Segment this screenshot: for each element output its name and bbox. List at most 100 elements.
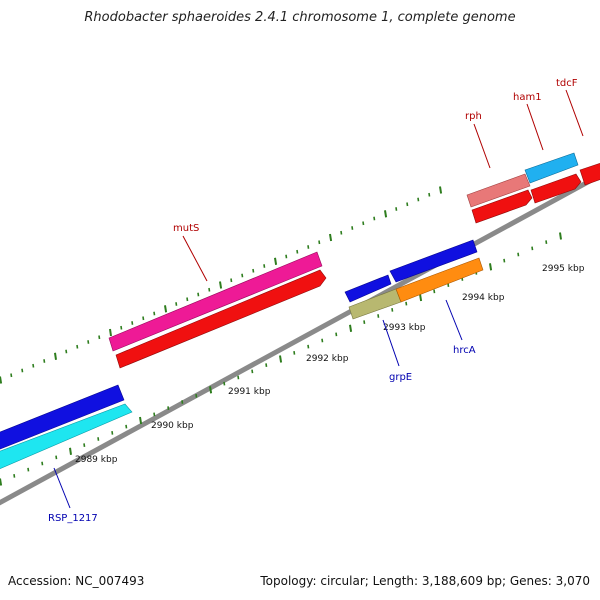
scale-tick [153,412,156,417]
scale-tick [406,202,409,207]
gene-hrca-arrow[interactable] [395,257,484,303]
scale-tick [175,302,178,306]
scale-tick [97,437,100,441]
scale-tick [559,232,562,240]
scale-tick [265,363,268,368]
scale-tick [195,393,198,398]
scale-tick [186,297,189,302]
scale-label-2992: 2992 kbp [306,354,349,364]
scale-tick [41,461,44,466]
scale-tick [0,478,3,486]
scale-tick [349,324,353,332]
scale-tick [503,258,506,263]
scale-tick [131,321,134,325]
scale-tick [285,254,288,259]
gene-muts-arrow[interactable] [108,251,323,352]
scale-tick [153,311,156,316]
scale-tick [208,287,211,292]
gene-features [0,152,600,473]
scale-tick [139,416,143,425]
scale-tick [335,332,338,337]
gene-label-grpe[interactable]: grpE [389,372,412,383]
scale-tick [274,257,278,265]
gene-blue-left-arrow[interactable] [0,384,125,453]
scale-tick [251,369,254,374]
scale-tick [263,264,266,268]
scale-tick [362,221,365,226]
backbone [0,172,600,506]
scale-tick [83,443,86,448]
scale-tick [252,268,255,273]
gene-blue-grpe-arrow[interactable] [344,274,392,303]
scale-tick [329,233,333,242]
scale-tick [167,406,170,411]
scale-tick [55,455,58,460]
scale-tick [43,359,46,363]
scale-tick [373,216,376,221]
scale-tick [545,240,548,245]
scale-tick [489,263,493,271]
scale-tick [27,467,30,472]
gene-labels: RSP_1217 mutS grpE hrcA rph ham1 tdcF [48,78,578,524]
scale-tick [241,273,244,278]
scale-tick [419,293,423,302]
map-title: Rhodobacter sphaeroides 2.4.1 chromosome… [84,10,516,25]
scale-tick [164,305,168,313]
genome-summary-text: Topology: circular; Length: 3,188,609 bp… [260,574,590,588]
scale-label-2991: 2991 kbp [228,387,271,397]
scale-label-2995: 2995 kbp [542,264,585,274]
scale-tick [439,186,443,194]
gene-blue-hrca-arrow[interactable] [389,239,478,283]
gene-label-rsp1217[interactable]: RSP_1217 [48,513,98,524]
scale-tick [98,335,101,340]
gene-rsp1217-arrow[interactable] [0,403,133,473]
scale-tick [197,292,200,297]
scale-labels: 2989 kbp 2990 kbp 2991 kbp 2992 kbp 2993… [75,264,585,465]
scale-tick [428,192,431,197]
gene-red-rph-arrow[interactable] [471,189,533,224]
scale-tick [395,207,398,211]
scale-label-2993: 2993 kbp [383,323,426,333]
gene-rph-arrow[interactable] [466,173,531,208]
scale-tick [219,281,223,289]
accession-text: Accession: NC_007493 [8,574,145,588]
gene-label-hrca[interactable]: hrcA [453,345,476,356]
gene-red-ham1-arrow[interactable] [530,173,582,204]
gene-label-rph[interactable]: rph [465,111,482,122]
scale-tick [109,328,112,337]
scale-tick [321,338,324,343]
scale-tick [384,210,388,218]
scale-tick [363,320,366,325]
scale-tick [307,245,310,249]
gene-label-tdcf[interactable]: tdcF [556,78,578,89]
scale-label-2989: 2989 kbp [75,455,118,465]
scale-tick [307,344,310,349]
scale-tick [230,278,233,283]
scale-tick [32,363,35,368]
scale-tick [13,473,16,478]
scale-tick [237,375,240,380]
scale-ticks [0,186,562,486]
scale-tick [417,197,420,202]
scale-tick [296,249,299,254]
gene-tdcf-arrow[interactable] [579,160,600,186]
scale-tick [125,424,128,429]
scale-tick [391,307,394,312]
scale-tick [209,386,213,394]
scale-tick [142,316,145,321]
scale-tick [433,289,436,294]
scale-tick [279,355,283,363]
scale-tick [54,352,57,360]
scale-tick [10,373,13,378]
scale-tick [340,230,343,235]
gene-red-muts-arrow[interactable] [115,269,327,369]
label-leaders [53,89,584,509]
gene-ham1-arrow[interactable] [524,152,579,184]
scale-tick [181,400,184,404]
scale-tick [76,344,79,349]
scale-tick [87,340,90,344]
gene-label-muts[interactable]: mutS [173,223,199,234]
gene-label-ham1[interactable]: ham1 [513,92,542,103]
